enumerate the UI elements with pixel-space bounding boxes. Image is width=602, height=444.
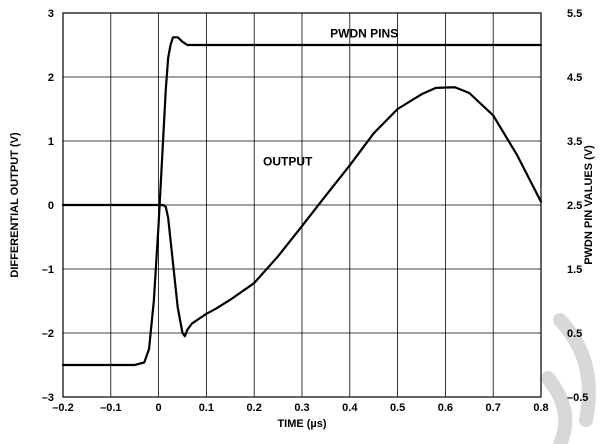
x-tick-label: 0.5 <box>390 402 405 414</box>
x-tick-label: 0.2 <box>247 402 262 414</box>
x-tick-label: –0.2 <box>52 402 73 414</box>
y-right-tick-label: 2.5 <box>567 200 582 212</box>
background-decoration <box>541 313 596 444</box>
y-tick-label: 2 <box>48 72 54 84</box>
plot-frame <box>62 12 542 398</box>
series-annotation: PWDN PINS <box>330 26 398 40</box>
y-axis-right-title: PWDN PIN VALUES (V) <box>583 145 595 265</box>
y-tick-label: 1 <box>48 136 54 148</box>
y-axis-title: DIFFERENTIAL OUTPUT (V) <box>9 132 21 278</box>
y-right-tick-label: 5.5 <box>567 8 582 20</box>
pwdn-pins-line <box>61 36 543 367</box>
x-axis-title: TIME (µs) <box>277 418 326 430</box>
x-tick-label: 0.1 <box>199 402 214 414</box>
y-tick-label: –3 <box>42 392 54 404</box>
y-right-tick-label: –0.5 <box>567 392 588 404</box>
x-tick-label: 0.6 <box>438 402 453 414</box>
y-tick-label: –2 <box>42 328 54 340</box>
annotations: PWDN PINS OUTPUT <box>263 26 398 168</box>
y-right-tick-label: 0.5 <box>567 328 582 340</box>
series-layer <box>61 36 543 367</box>
x-tick-label: 0.4 <box>342 402 358 414</box>
y-tick-label: –1 <box>42 264 54 276</box>
y-right-tick-label: 3.5 <box>567 136 582 148</box>
x-tick-label: –0.1 <box>100 402 121 414</box>
x-tick-label: 0.3 <box>294 402 309 414</box>
grid <box>63 13 541 397</box>
decorative-arc <box>553 313 596 427</box>
y-right-tick-label: 1.5 <box>567 264 582 276</box>
series-annotation: OUTPUT <box>263 154 313 168</box>
output-line <box>61 86 543 338</box>
x-tick-label: 0.8 <box>533 402 548 414</box>
y-right-tick-label: 4.5 <box>567 72 582 84</box>
y-tick-label: 3 <box>48 8 54 20</box>
x-tick-label: 0.7 <box>486 402 501 414</box>
tick-labels: –0.2 –0.1 0 0.1 0.2 0.3 0.4 0.5 0.6 0.7 0.8 3 2 1 0 –1 –… <box>42 8 589 414</box>
decorative-arc <box>541 371 573 444</box>
x-tick-label: 0 <box>156 402 162 414</box>
y-tick-label: 0 <box>48 200 54 212</box>
